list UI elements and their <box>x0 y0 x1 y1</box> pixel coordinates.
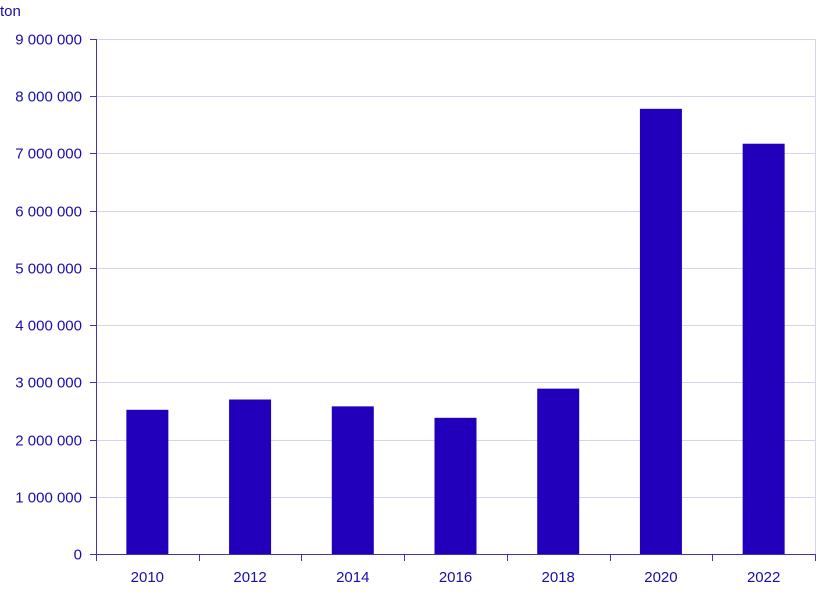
bar-2012 <box>229 399 272 554</box>
tick-labels: 0 1 000 000 2 000 000 3 000 000 4 000 000 5 0… <box>15 32 780 587</box>
y-tick-label: 1 000 000 <box>15 490 82 507</box>
grid-lines <box>96 39 816 554</box>
axes <box>90 39 816 561</box>
y-tick-label: 4 000 000 <box>15 318 82 335</box>
y-tick-label: 5 000 000 <box>15 261 82 278</box>
x-tick-label: 2022 <box>747 569 780 586</box>
y-tick-label: 2 000 000 <box>15 433 82 450</box>
bar-2020 <box>639 108 682 555</box>
x-tick-label: 2010 <box>131 569 164 586</box>
x-tick-label: 2018 <box>542 569 575 586</box>
y-tick-label: 8 000 000 <box>15 89 82 106</box>
y-tick-label: 9 000 000 <box>15 32 82 49</box>
y-axis-unit-label: ton <box>0 3 21 20</box>
y-tick-label: 6 000 000 <box>15 204 82 221</box>
bar-2022 <box>742 143 785 554</box>
x-tick-label: 2016 <box>439 569 472 586</box>
y-tick-label: 3 000 000 <box>15 375 82 392</box>
x-tick-label: 2014 <box>336 569 369 586</box>
bar-2018 <box>537 388 580 554</box>
y-tick-label: 7 000 000 <box>15 146 82 163</box>
bar-2014 <box>331 406 374 554</box>
y-tick-label: 0 <box>74 547 82 564</box>
bars <box>126 108 785 555</box>
bar-2010 <box>126 409 169 554</box>
x-tick-label: 2020 <box>644 569 677 586</box>
bar-2016 <box>434 417 477 554</box>
x-tick-label: 2012 <box>233 569 266 586</box>
